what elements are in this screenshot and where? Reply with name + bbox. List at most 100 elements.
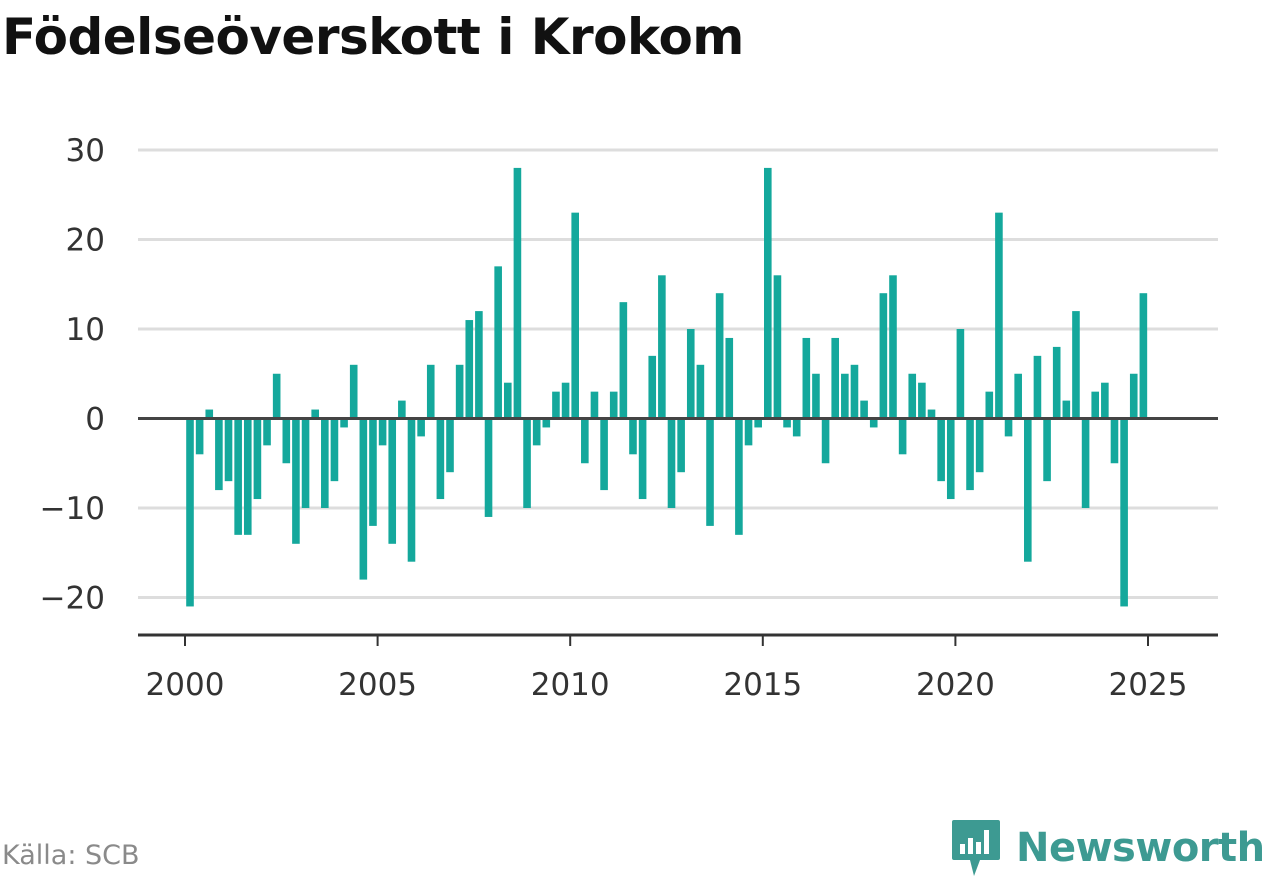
- bar: [272, 373, 281, 419]
- bar: [889, 275, 897, 419]
- bar: [195, 418, 204, 455]
- bar: [398, 400, 406, 419]
- bar: [792, 418, 801, 437]
- bar: [1091, 391, 1100, 419]
- bar: [619, 302, 628, 419]
- bar: [1062, 400, 1071, 419]
- x-tick-label: 2000: [146, 667, 225, 703]
- y-tick-label: 10: [66, 312, 105, 348]
- bar: [821, 418, 830, 464]
- bar: [590, 391, 599, 419]
- brand-name: Newsworthy: [1016, 825, 1262, 871]
- bar: [417, 418, 425, 437]
- brand-logo[interactable]: Newsworthy: [950, 818, 1262, 878]
- bar: [754, 418, 762, 428]
- bar: [879, 293, 888, 419]
- bar: [995, 212, 1003, 419]
- bar: [802, 337, 811, 419]
- bar: [1072, 311, 1080, 419]
- bar: [764, 167, 772, 419]
- bar: [484, 418, 493, 517]
- bar: [783, 418, 791, 428]
- bar: [667, 418, 676, 508]
- bar: [532, 418, 541, 446]
- y-tick-label: 0: [85, 402, 105, 438]
- bar: [475, 311, 483, 419]
- axes: [138, 417, 1218, 646]
- bar: [407, 418, 416, 562]
- bar: [1129, 373, 1138, 419]
- bar: [841, 373, 849, 419]
- bars: [186, 167, 1148, 607]
- bar: [831, 337, 840, 419]
- bar: [455, 364, 464, 419]
- bar: [715, 293, 724, 419]
- y-tick-label: 30: [66, 133, 105, 169]
- bar: [1120, 418, 1128, 607]
- bar: [301, 418, 310, 508]
- bar: [1004, 418, 1013, 437]
- bar: [1081, 418, 1090, 508]
- bar: [927, 409, 936, 419]
- bar: [494, 266, 502, 419]
- bar: [215, 418, 223, 491]
- bar: [918, 382, 926, 419]
- x-tick-label: 2025: [1109, 667, 1188, 703]
- bar: [706, 418, 714, 526]
- bar: [321, 418, 329, 508]
- bar: [359, 418, 368, 580]
- bar: [1043, 418, 1051, 482]
- bar: [966, 418, 974, 491]
- bar: [1110, 418, 1119, 464]
- bar: [1033, 355, 1042, 419]
- gridlines: [138, 148, 1218, 599]
- bar: [369, 418, 377, 526]
- bar: [1139, 293, 1148, 419]
- bar: [1052, 346, 1061, 419]
- bar: [850, 364, 859, 419]
- bar: [696, 364, 705, 419]
- bar: [446, 418, 454, 473]
- x-tick-label: 2010: [531, 667, 610, 703]
- bar: [513, 167, 522, 419]
- bar: [340, 418, 348, 428]
- bar: [860, 400, 868, 419]
- bar: [908, 373, 917, 419]
- bar: [581, 418, 589, 464]
- bar: [1024, 418, 1032, 562]
- bar: [686, 329, 695, 419]
- bar: [378, 418, 387, 446]
- y-tick-label: 20: [66, 223, 105, 259]
- y-tick-label: −10: [40, 491, 105, 527]
- bar: [542, 418, 551, 428]
- bar: [638, 418, 647, 500]
- bar: [571, 212, 579, 419]
- bar: [609, 391, 618, 419]
- bar: [263, 418, 271, 446]
- bar: [224, 418, 233, 482]
- bar: [812, 373, 820, 419]
- bar: [243, 418, 252, 535]
- bar: [465, 320, 474, 419]
- bar: [773, 275, 782, 419]
- bar: [677, 418, 685, 473]
- bar: [735, 418, 743, 535]
- bar: [292, 418, 300, 544]
- bar: [648, 355, 657, 419]
- bar: [869, 418, 878, 428]
- bar: [946, 418, 955, 500]
- bar: [349, 364, 358, 419]
- bar: [234, 418, 242, 535]
- bar: [523, 418, 531, 508]
- bar: [552, 391, 560, 419]
- bar: [311, 409, 319, 419]
- bar: [1101, 382, 1109, 419]
- bar: [956, 329, 965, 419]
- bar: [282, 418, 291, 464]
- bar: [658, 275, 666, 419]
- bar: [561, 382, 570, 419]
- x-tick-label: 2020: [916, 667, 995, 703]
- bar: [937, 418, 945, 482]
- bar: [388, 418, 397, 544]
- source-label: Källa: SCB: [2, 840, 140, 871]
